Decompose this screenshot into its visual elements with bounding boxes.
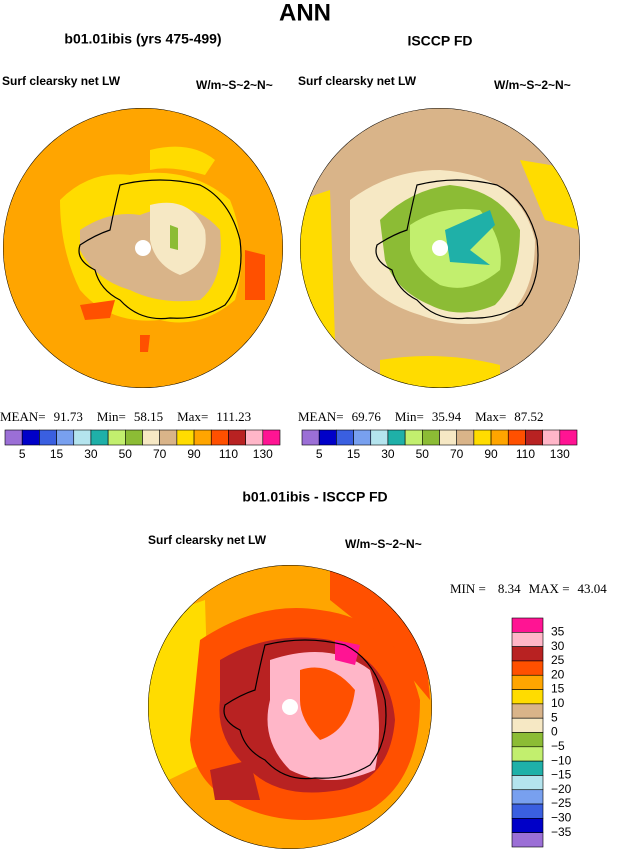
- colorbar-box: [4, 429, 23, 446]
- colorbar-label: −30: [551, 811, 572, 825]
- colorbar-box: [511, 617, 544, 633]
- colorbar-box: [387, 429, 406, 446]
- colorbar-box: [511, 746, 544, 762]
- colorbar-box: [439, 429, 457, 446]
- map: [148, 565, 432, 849]
- colorbar-label: 15: [50, 447, 64, 461]
- panel-title: ISCCP FD: [407, 33, 472, 49]
- colorbar-box: [245, 429, 264, 446]
- colorbar-box: [511, 689, 544, 705]
- colorbar-box: [90, 429, 109, 446]
- colorbar-box: [422, 429, 440, 446]
- colorbar-box: [525, 429, 543, 446]
- colorbar-box: [228, 429, 246, 446]
- panel-label: Surf clearsky net LW: [2, 74, 121, 88]
- colorbar-label: 30: [84, 447, 98, 461]
- colorbar-label: 50: [416, 447, 430, 461]
- colorbar-box: [336, 429, 354, 446]
- colorbar-box: [39, 429, 57, 446]
- colorbar-label: 15: [347, 447, 361, 461]
- colorbar-box: [125, 429, 143, 446]
- colorbar-box: [107, 429, 126, 446]
- colorbar-label: 0: [551, 725, 558, 739]
- colorbar-box: [353, 429, 372, 446]
- colorbar-box: [511, 717, 544, 733]
- colorbar-label: 20: [551, 667, 565, 681]
- colorbar-box: [370, 429, 389, 446]
- colorbar-box: [301, 429, 320, 446]
- stats: MIN = 8.34 MAX = 43.04: [450, 581, 607, 596]
- colorbar-label: −5: [551, 739, 565, 753]
- colorbar-box: [511, 632, 544, 647]
- colorbar-label: 15: [551, 682, 565, 696]
- colorbar-label: 30: [381, 447, 395, 461]
- colorbar-label: −20: [551, 782, 572, 796]
- colorbar-box: [142, 429, 160, 446]
- colorbar-label: 10: [551, 696, 565, 710]
- colorbars: 5 15 30 50 70 90 110 130 5 15 30 50 70 90 110 130353025…: [4, 429, 578, 848]
- colorbar-label: 50: [119, 447, 133, 461]
- panel-title: b01.01ibis (yrs 475-499): [64, 31, 221, 47]
- colorbar-label: 130: [253, 447, 273, 461]
- colorbar-box: [511, 703, 544, 719]
- colorbar-label: 25: [551, 653, 565, 667]
- colorbar-box: [404, 429, 423, 446]
- colorbar-box: [490, 429, 509, 446]
- colorbar-box: [511, 660, 544, 676]
- colorbar-label: 30: [551, 639, 565, 653]
- colorbar-box: [56, 429, 75, 446]
- colorbar-box: [511, 832, 544, 848]
- colorbar-label: −10: [551, 753, 572, 767]
- colorbar-label: 90: [187, 447, 201, 461]
- colorbar-label: −35: [551, 825, 572, 839]
- colorbar-box: [176, 429, 195, 446]
- map: [3, 108, 283, 388]
- colorbar-label: 5: [19, 447, 26, 461]
- colorbar-box: [318, 429, 337, 446]
- colorbar-box: [511, 646, 544, 662]
- colorbar-box: [559, 429, 578, 446]
- colorbar-box: [193, 429, 212, 446]
- colorbar-box: [21, 429, 40, 446]
- colorbar-label: 90: [484, 447, 498, 461]
- colorbar-box: [511, 775, 544, 791]
- colorbar-box: [210, 429, 229, 446]
- colorbar-box: [511, 760, 544, 776]
- colorbar-label: 70: [153, 447, 167, 461]
- stats: MEAN= 91.73 Min= 58.15 Max= 111.23: [0, 409, 251, 424]
- stats: MEAN= 69.76 Min= 35.94 Max= 87.52: [298, 409, 544, 424]
- colorbar-label: −25: [551, 796, 572, 810]
- colorbar-box: [507, 429, 526, 446]
- panel-units: W/m~S~2~N~: [345, 537, 422, 551]
- colorbar-label: 110: [219, 447, 238, 461]
- colorbar-label: 110: [516, 447, 535, 461]
- colorbar-box: [511, 732, 544, 748]
- panel-label: Surf clearsky net LW: [148, 533, 267, 547]
- colorbar-label: 5: [316, 447, 323, 461]
- colorbar-label: 70: [450, 447, 464, 461]
- colorbar-box: [473, 429, 492, 446]
- colorbar-box: [542, 429, 561, 446]
- panel-units: W/m~S~2~N~: [494, 78, 571, 92]
- colorbar-box: [511, 674, 544, 690]
- colorbar-box: [73, 429, 92, 446]
- colorbar-box: [456, 429, 475, 446]
- panel-label: Surf clearsky net LW: [298, 74, 417, 88]
- figure-title: ANN: [279, 0, 331, 26]
- colorbar-box: [511, 789, 544, 805]
- colorbar-box: [511, 803, 544, 819]
- colorbar-box: [511, 818, 544, 833]
- panel-units: W/m~S~2~N~: [196, 78, 273, 92]
- map: [300, 108, 580, 388]
- colorbar-label: 35: [551, 624, 565, 638]
- colorbar-box: [262, 429, 281, 446]
- colorbar-box: [159, 429, 178, 446]
- colorbar-label: −15: [551, 768, 572, 782]
- colorbar-label: 5: [551, 710, 558, 724]
- panel-title: b01.01ibis - ISCCP FD: [242, 489, 387, 505]
- colorbar-label: 130: [550, 447, 570, 461]
